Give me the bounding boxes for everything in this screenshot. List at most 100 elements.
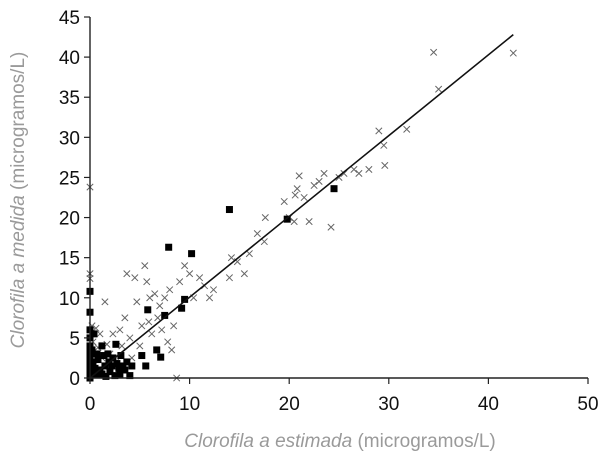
y-tick-label: 40 xyxy=(59,48,80,69)
cross-point xyxy=(164,338,172,346)
cross-point xyxy=(280,197,288,206)
square-point xyxy=(138,352,146,360)
cross-point xyxy=(310,181,318,190)
square-point xyxy=(90,330,98,338)
x-axis-title-units: (microgramos/L) xyxy=(352,431,496,452)
square-point xyxy=(330,185,338,193)
cross-point xyxy=(181,262,189,270)
cross-point xyxy=(138,322,146,330)
y-tick-label: 45 xyxy=(59,8,80,29)
square-point xyxy=(283,215,291,223)
square-point xyxy=(178,304,186,312)
cross-point xyxy=(154,314,162,322)
square-point xyxy=(113,360,121,368)
cross-point xyxy=(260,238,268,246)
x-tick-label: 30 xyxy=(378,394,399,415)
cross-point xyxy=(141,262,149,270)
y-tick-label: 35 xyxy=(59,88,80,109)
square-point xyxy=(121,366,129,374)
y-tick-label: 15 xyxy=(59,249,80,270)
ticks-layer: 0 5 10 15 20 25 30 35 40 45 0 10 20 30 40 50 xyxy=(59,8,599,415)
square-point xyxy=(165,243,173,251)
square-point xyxy=(93,350,101,358)
y-tick-label: 10 xyxy=(59,289,80,310)
square-point xyxy=(94,356,102,364)
cross-point xyxy=(430,48,438,56)
y-tick-label: 0 xyxy=(69,369,80,390)
square-point xyxy=(89,358,97,366)
cross-point xyxy=(136,342,144,350)
y-axis-title: Clorofila a medida (microgramos/L) xyxy=(8,52,29,349)
cross-point xyxy=(168,346,176,354)
cross-point xyxy=(170,322,178,330)
cross-point xyxy=(253,230,261,238)
cross-point xyxy=(365,165,373,173)
square-point xyxy=(111,372,119,380)
cross-point xyxy=(145,318,153,326)
square-point xyxy=(102,372,110,380)
points-layer xyxy=(86,48,517,382)
cross-point xyxy=(261,214,269,222)
cross-point xyxy=(143,278,151,286)
square-point xyxy=(225,206,233,214)
square-point xyxy=(153,346,161,354)
cross-point xyxy=(435,85,443,93)
cross-point xyxy=(131,274,139,282)
cross-point xyxy=(133,298,141,306)
square-point xyxy=(161,311,169,319)
square-point xyxy=(109,354,117,362)
cross-point xyxy=(340,169,348,177)
x-tick-label: 50 xyxy=(577,394,598,415)
cross-point xyxy=(101,298,109,306)
x-tick-label: 0 xyxy=(85,394,96,415)
cross-point xyxy=(196,274,204,282)
x-axis-title: Clorofila a estimada (microgramos/L) xyxy=(184,431,496,452)
cross-point xyxy=(166,286,174,294)
cross-point xyxy=(151,290,159,298)
cross-point xyxy=(327,223,335,231)
cross-point xyxy=(161,294,169,302)
cross-point xyxy=(156,302,164,310)
square-point xyxy=(88,346,96,354)
cross-point xyxy=(209,286,218,294)
cross-point xyxy=(186,270,194,278)
square-point xyxy=(98,342,106,350)
cross-point xyxy=(350,165,358,173)
cross-point xyxy=(381,161,389,169)
cross-point xyxy=(375,127,383,135)
square-point xyxy=(106,368,114,376)
cross-point xyxy=(295,172,303,180)
cross-point xyxy=(205,294,214,302)
y-tick-label: 30 xyxy=(59,128,80,149)
cross-point xyxy=(126,334,134,342)
cross-point xyxy=(291,191,299,199)
square-point xyxy=(100,352,108,360)
y-tick-label: 5 xyxy=(69,329,80,350)
cross-point xyxy=(290,218,298,226)
square-point xyxy=(128,362,136,370)
y-axis-title-italic: Clorofila a medida xyxy=(8,195,29,348)
cross-point xyxy=(300,193,308,202)
x-tick-label: 20 xyxy=(279,394,300,415)
cross-point xyxy=(148,330,156,338)
cross-point xyxy=(293,185,301,193)
square-point xyxy=(181,295,189,303)
cross-point xyxy=(240,270,248,278)
square-point xyxy=(117,352,125,360)
square-point xyxy=(126,372,134,380)
cross-point xyxy=(305,218,313,226)
cross-point xyxy=(355,169,363,177)
square-point xyxy=(91,364,99,372)
x-tick-label: 40 xyxy=(478,394,499,415)
square-point xyxy=(104,350,112,358)
x-tick-label: 10 xyxy=(179,394,200,415)
square-point xyxy=(142,362,150,370)
cross-point xyxy=(96,330,104,338)
cross-point xyxy=(123,270,131,278)
x-axis-title-italic: Clorofila a estimada xyxy=(184,431,352,452)
cross-point xyxy=(245,250,253,258)
square-point xyxy=(123,358,131,366)
square-point xyxy=(108,362,116,370)
cross-point xyxy=(146,294,154,302)
